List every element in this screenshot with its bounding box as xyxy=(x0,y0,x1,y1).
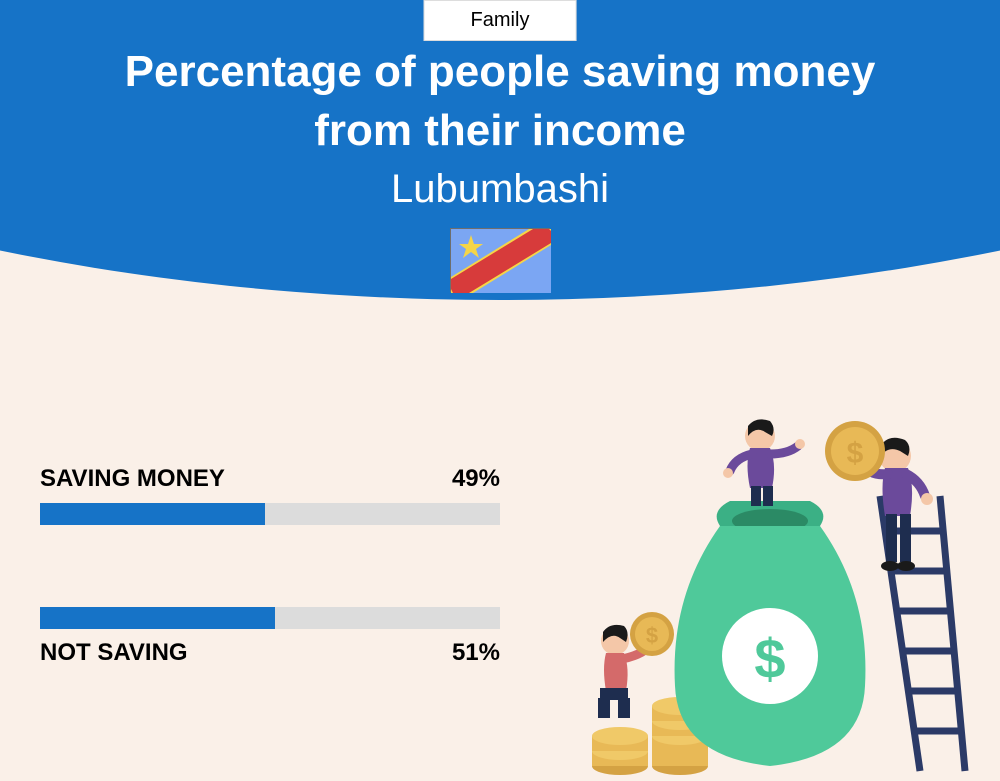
svg-text:$: $ xyxy=(646,623,658,648)
bars-section: SAVING MONEY 49% NOT SAVING 51% xyxy=(40,465,500,749)
title-block: Percentage of people saving money from t… xyxy=(0,42,1000,212)
bar-labels-row: NOT SAVING 51% xyxy=(40,639,500,667)
location-subtitle: Lubumbashi xyxy=(0,167,1000,212)
bar-label: SAVING MONEY xyxy=(40,465,225,493)
flag-drc xyxy=(450,228,550,292)
title-line-2: from their income xyxy=(0,101,1000,160)
money-bag-icon: $ xyxy=(675,501,866,766)
bar-value: 51% xyxy=(452,639,500,667)
bar-fill xyxy=(40,503,265,525)
category-badge: Family xyxy=(424,0,577,41)
coin-small-icon: $ xyxy=(630,612,674,656)
bar-value: 49% xyxy=(452,465,500,493)
svg-text:$: $ xyxy=(754,627,785,690)
bar-group-saving: SAVING MONEY 49% xyxy=(40,465,500,525)
person-top-icon xyxy=(723,419,805,506)
title-line-1: Percentage of people saving money xyxy=(0,42,1000,101)
bar-label: NOT SAVING xyxy=(40,639,188,667)
bar-group-notsaving: NOT SAVING 51% xyxy=(40,607,500,667)
bar-track xyxy=(40,607,500,629)
bar-labels-row: SAVING MONEY 49% xyxy=(40,465,500,493)
svg-text:$: $ xyxy=(847,437,864,470)
bar-fill xyxy=(40,607,275,629)
bar-track xyxy=(40,503,500,525)
money-illustration: $ xyxy=(570,416,970,776)
coin-icon: $ xyxy=(825,421,885,481)
